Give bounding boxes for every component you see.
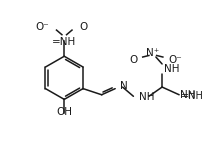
Text: =NH: =NH xyxy=(52,37,76,47)
Text: NH: NH xyxy=(180,90,195,100)
Text: N: N xyxy=(120,81,128,91)
Text: NH: NH xyxy=(139,92,154,102)
Text: O⁻: O⁻ xyxy=(35,22,49,32)
Text: =NH: =NH xyxy=(181,91,204,100)
Text: NH: NH xyxy=(164,64,179,74)
Text: O: O xyxy=(129,55,137,65)
Text: O: O xyxy=(80,22,88,32)
Text: N⁺: N⁺ xyxy=(146,48,159,58)
Text: O⁻: O⁻ xyxy=(168,55,182,65)
Text: OH: OH xyxy=(56,107,72,117)
